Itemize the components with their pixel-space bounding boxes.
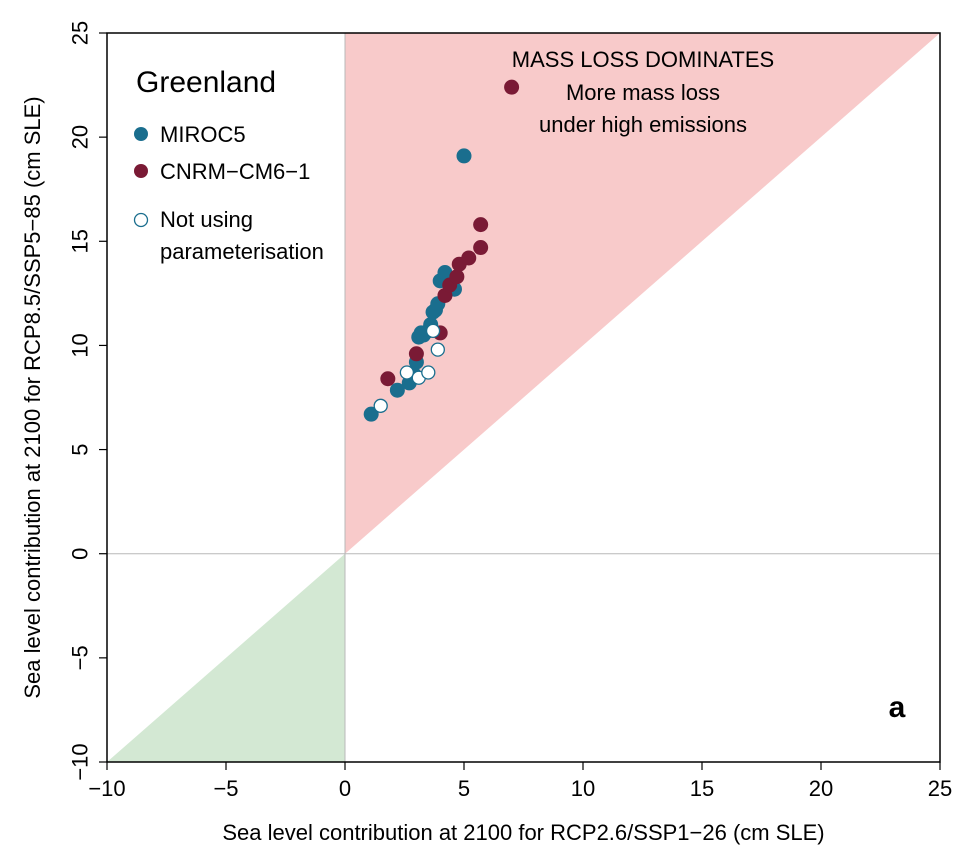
data-point-series-2 [421,365,436,380]
data-point-series-0 [363,406,379,422]
data-point-series-2 [399,365,415,380]
y-tick-label: 25 [68,21,93,45]
annotation-headline: MASS LOSS DOMINATES [512,47,774,72]
y-tick-label: 10 [68,333,93,357]
x-tick-label: 15 [690,776,714,801]
data-point-series-2 [425,323,441,338]
annotation-line-2: under high emissions [539,112,747,137]
y-axis-title: Sea level contribution at 2100 for RCP8.… [20,96,45,698]
data-point-series-1 [473,217,489,233]
y-tick-label: 5 [68,443,93,455]
annotation-line-1: More mass loss [566,80,720,105]
x-tick-label: −5 [213,776,238,801]
data-point-series-0 [437,265,453,281]
data-point-series-2 [430,342,445,357]
reference-lines [107,33,940,762]
y-tick-label: −5 [68,645,93,670]
y-tick-label: 20 [68,125,93,149]
region-lower-left [107,553,345,762]
x-tick-label: 0 [339,776,351,801]
data-point-series-0 [456,148,472,164]
legend: Greenland MIROC5 CNRM−CM6−1 Not using pa… [133,66,324,264]
legend-label-cnrm: CNRM−CM6−1 [160,159,310,184]
y-tick-label: −10 [68,743,93,780]
x-tick-label: 20 [809,776,833,801]
panel-letter: a [889,691,906,724]
shaded-regions [107,33,940,762]
data-point-series-1 [449,269,465,285]
data-point-series-2 [373,398,388,413]
legend-marker-cnrm [134,164,148,178]
data-point-series-1 [461,250,477,266]
x-tick-label: 25 [928,776,952,801]
data-point-series-1 [380,371,396,387]
data-points [363,79,520,422]
legend-label-not-using-line1: Not using [160,207,253,232]
data-point-series-1 [473,240,489,256]
data-point-series-1 [408,346,424,362]
x-axis: −10 −5 0 5 10 15 20 25 [88,762,952,801]
legend-marker-not-using [133,212,149,228]
y-tick-label: 0 [68,548,93,560]
legend-label-miroc5: MIROC5 [160,122,246,147]
x-axis-title: Sea level contribution at 2100 for RCP2.… [222,820,824,845]
legend-title: Greenland [136,66,276,99]
x-tick-label: 10 [571,776,595,801]
x-tick-label: −10 [88,776,125,801]
y-tick-label: 15 [68,229,93,253]
y-axis: −10 −5 0 5 10 15 20 25 [68,21,107,781]
data-point-series-1 [504,79,520,95]
data-point-series-0 [389,382,405,398]
region-mass-loss-dominates [345,33,940,554]
plot-frame [106,32,941,763]
annotations: MASS LOSS DOMINATES More mass loss under… [512,47,906,724]
x-tick-label: 5 [458,776,470,801]
legend-marker-miroc5 [134,127,148,141]
legend-label-not-using-line2: parameterisation [160,239,324,264]
